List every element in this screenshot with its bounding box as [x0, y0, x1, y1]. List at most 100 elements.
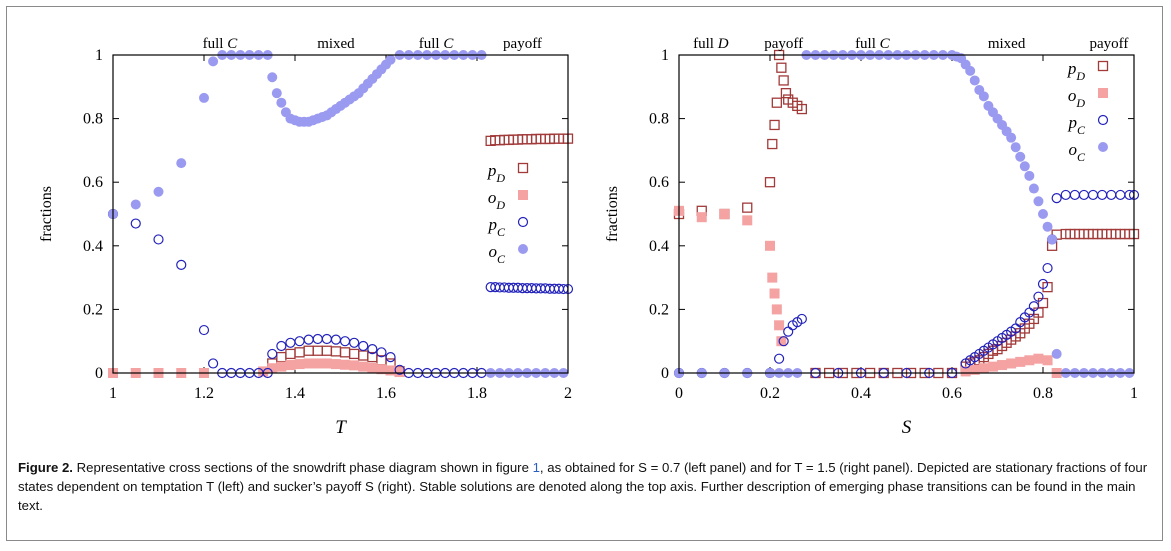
data-point-oD	[276, 361, 287, 372]
y-tick-label: 0.2	[83, 301, 103, 318]
top-axis-label: full C	[855, 36, 891, 52]
data-point-oD	[367, 362, 378, 373]
data-point-pC	[349, 337, 360, 348]
data-point-oC	[969, 75, 980, 86]
plot-frame	[112, 54, 569, 374]
data-point-pC	[1069, 189, 1080, 201]
legend-label-oD: oD	[488, 188, 506, 212]
data-point-pD	[796, 103, 807, 115]
data-point-oD	[719, 209, 730, 219]
data-point-oD	[1024, 355, 1035, 366]
top-axis-label: full C	[203, 36, 239, 52]
data-point-pC	[312, 333, 323, 345]
data-point-oC	[978, 91, 989, 102]
data-point-oD	[767, 272, 778, 283]
data-point-pC	[1060, 189, 1071, 201]
legend-marker-oD	[1098, 88, 1108, 98]
y-tick-label: 0.8	[83, 111, 103, 128]
data-point-oD	[776, 336, 787, 347]
data-point-pC	[394, 364, 405, 375]
data-point-oD	[321, 358, 332, 369]
data-point-oC	[1010, 142, 1021, 153]
data-point-pC	[778, 336, 789, 347]
data-point-oC	[1033, 196, 1044, 207]
x-axis-label: S	[902, 417, 912, 438]
data-point-pD	[348, 348, 360, 360]
data-point-pD	[742, 202, 753, 213]
legend-label-oC: oC	[1068, 140, 1086, 164]
data-point-pD	[776, 62, 787, 73]
data-point-oD	[978, 363, 989, 374]
data-point-oD	[997, 360, 1008, 371]
data-point-pC	[1033, 291, 1044, 302]
legend-label-pC: pC	[487, 215, 506, 239]
top-axis-label: payoff	[764, 36, 803, 52]
legend-label-oD: oD	[1068, 86, 1086, 110]
plot-frame	[678, 54, 1135, 374]
data-point-pC	[773, 353, 785, 364]
data-point-oC	[267, 72, 278, 83]
y-tick-label: 0	[95, 365, 103, 382]
data-point-pD	[303, 345, 314, 356]
data-point-pC	[783, 326, 794, 337]
data-point-pD	[276, 351, 287, 363]
data-point-pC	[796, 313, 807, 325]
data-point-pD	[312, 345, 323, 356]
top-axis-label: payoff	[503, 36, 542, 52]
data-point-pC	[339, 336, 351, 347]
data-point-pC	[358, 340, 369, 352]
data-point-pC	[1097, 189, 1108, 201]
x-tick-label: 1.8	[467, 385, 487, 402]
data-point-pC	[176, 259, 187, 270]
data-point-pC	[1106, 189, 1117, 201]
y-tick-label: 0.8	[649, 111, 669, 128]
legend-marker-oC	[1098, 142, 1108, 152]
data-point-oD	[742, 215, 753, 226]
data-point-pD	[778, 75, 789, 86]
data-point-oD	[960, 366, 971, 377]
data-point-pD	[285, 348, 296, 360]
data-point-oD	[774, 320, 785, 331]
data-point-oC	[1038, 209, 1048, 219]
data-point-oC	[1042, 221, 1053, 232]
data-point-pC	[208, 358, 219, 369]
data-point-oD	[987, 361, 998, 372]
left-panel: 1 1.2 1.4 1.6 1.8 2 0 0.2 0.4 0.6 0.8 1 full C mixed f…	[38, 36, 574, 438]
data-point-oD	[385, 365, 396, 376]
data-point-oC	[1006, 132, 1017, 143]
data-point-pD	[1037, 297, 1049, 309]
charts-canvas: 1 1.2 1.4 1.6 1.8 2 0 0.2 0.4 0.6 0.8 1 full C mixed f…	[38, 36, 1140, 438]
data-point-oC	[199, 92, 209, 103]
data-point-oC	[1019, 161, 1030, 172]
data-point-oD	[1015, 356, 1026, 367]
x-tick-label: 1.4	[285, 385, 305, 402]
y-axis-label: fractions	[604, 186, 621, 242]
y-tick-label: 0.6	[649, 174, 669, 191]
data-point-oC	[208, 56, 219, 67]
data-point-oD	[696, 212, 707, 223]
data-point-pC	[376, 347, 387, 358]
data-point-pC	[321, 333, 332, 345]
data-point-pD	[780, 88, 792, 99]
data-point-oD	[969, 364, 980, 375]
data-point-oC	[153, 186, 164, 197]
data-point-pC	[1087, 189, 1099, 201]
y-tick-label: 0.6	[83, 174, 103, 191]
x-axis-label: T	[335, 417, 347, 438]
x-tick-label: 1.2	[194, 385, 214, 402]
x-tick-label: 1	[1130, 385, 1138, 402]
x-tick-label: 1	[109, 385, 117, 402]
data-point-oD	[1042, 355, 1053, 366]
data-point-pC	[1115, 189, 1126, 201]
data-point-pD	[330, 346, 342, 357]
data-point-pD	[321, 345, 333, 356]
data-point-oD	[330, 359, 341, 370]
data-point-oD	[294, 359, 305, 370]
data-point-oD	[267, 363, 278, 374]
data-point-oD	[285, 360, 296, 371]
caption-figure-link[interactable]: 1	[532, 460, 540, 475]
data-point-oC	[1024, 170, 1035, 181]
figure-caption: Figure 2. Representative cross sections …	[18, 458, 1153, 515]
legend-label-pD: pD	[487, 161, 506, 185]
data-point-pD	[294, 347, 305, 358]
